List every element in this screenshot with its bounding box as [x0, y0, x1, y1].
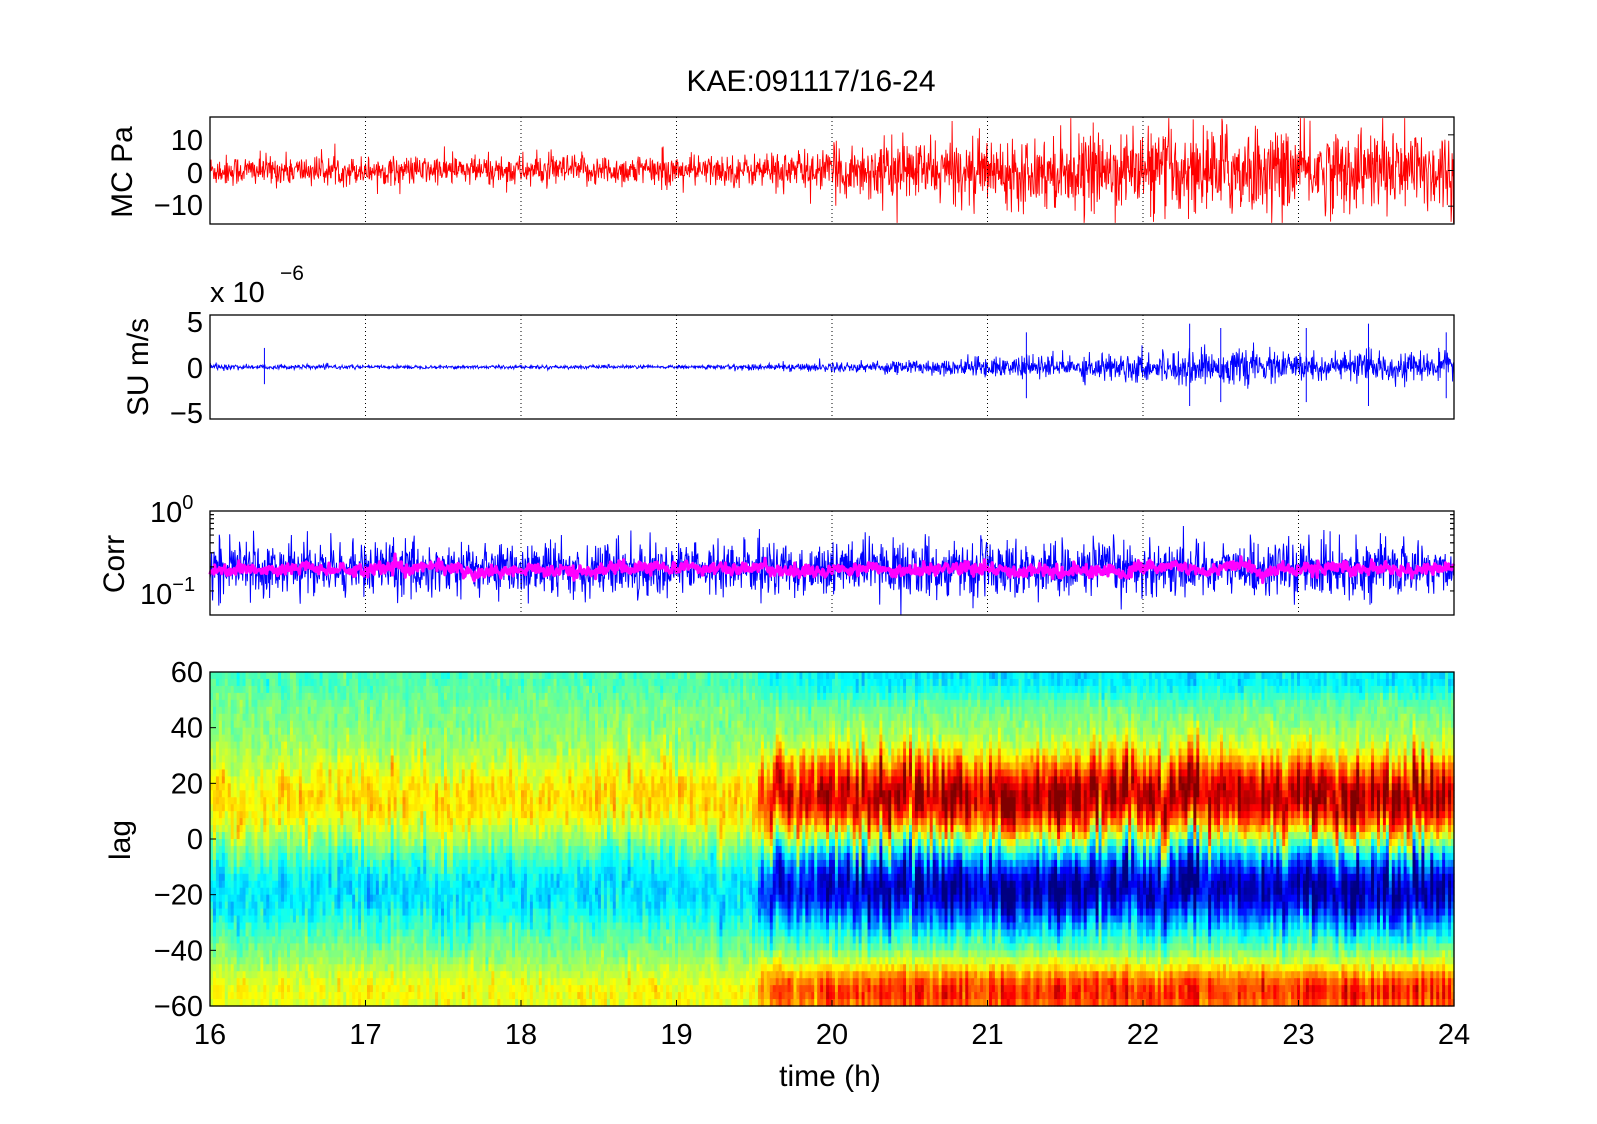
y-axis-label: Corr — [98, 535, 131, 593]
ytick-label: 0 — [187, 158, 203, 190]
ytick-label: 0 — [187, 353, 203, 385]
y-axis-label: MC Pa — [106, 126, 139, 218]
scale-factor-label: x 10 — [210, 277, 265, 309]
y-axis-label: SU m/s — [122, 318, 155, 416]
ytick-label: −5 — [170, 398, 203, 430]
chart-title: KAE:091117/16-24 — [686, 65, 935, 98]
ytick-label: 10 — [171, 125, 203, 157]
figure: KAE:091117/16-24 10 0 −10 MC Pa 5 0 −5 S… — [0, 0, 1597, 1124]
scale-exponent-label: −6 — [280, 262, 304, 285]
lag-heatmap — [210, 672, 1455, 1007]
ytick-label: 5 — [187, 307, 203, 339]
ytick-label: −10 — [154, 190, 203, 222]
